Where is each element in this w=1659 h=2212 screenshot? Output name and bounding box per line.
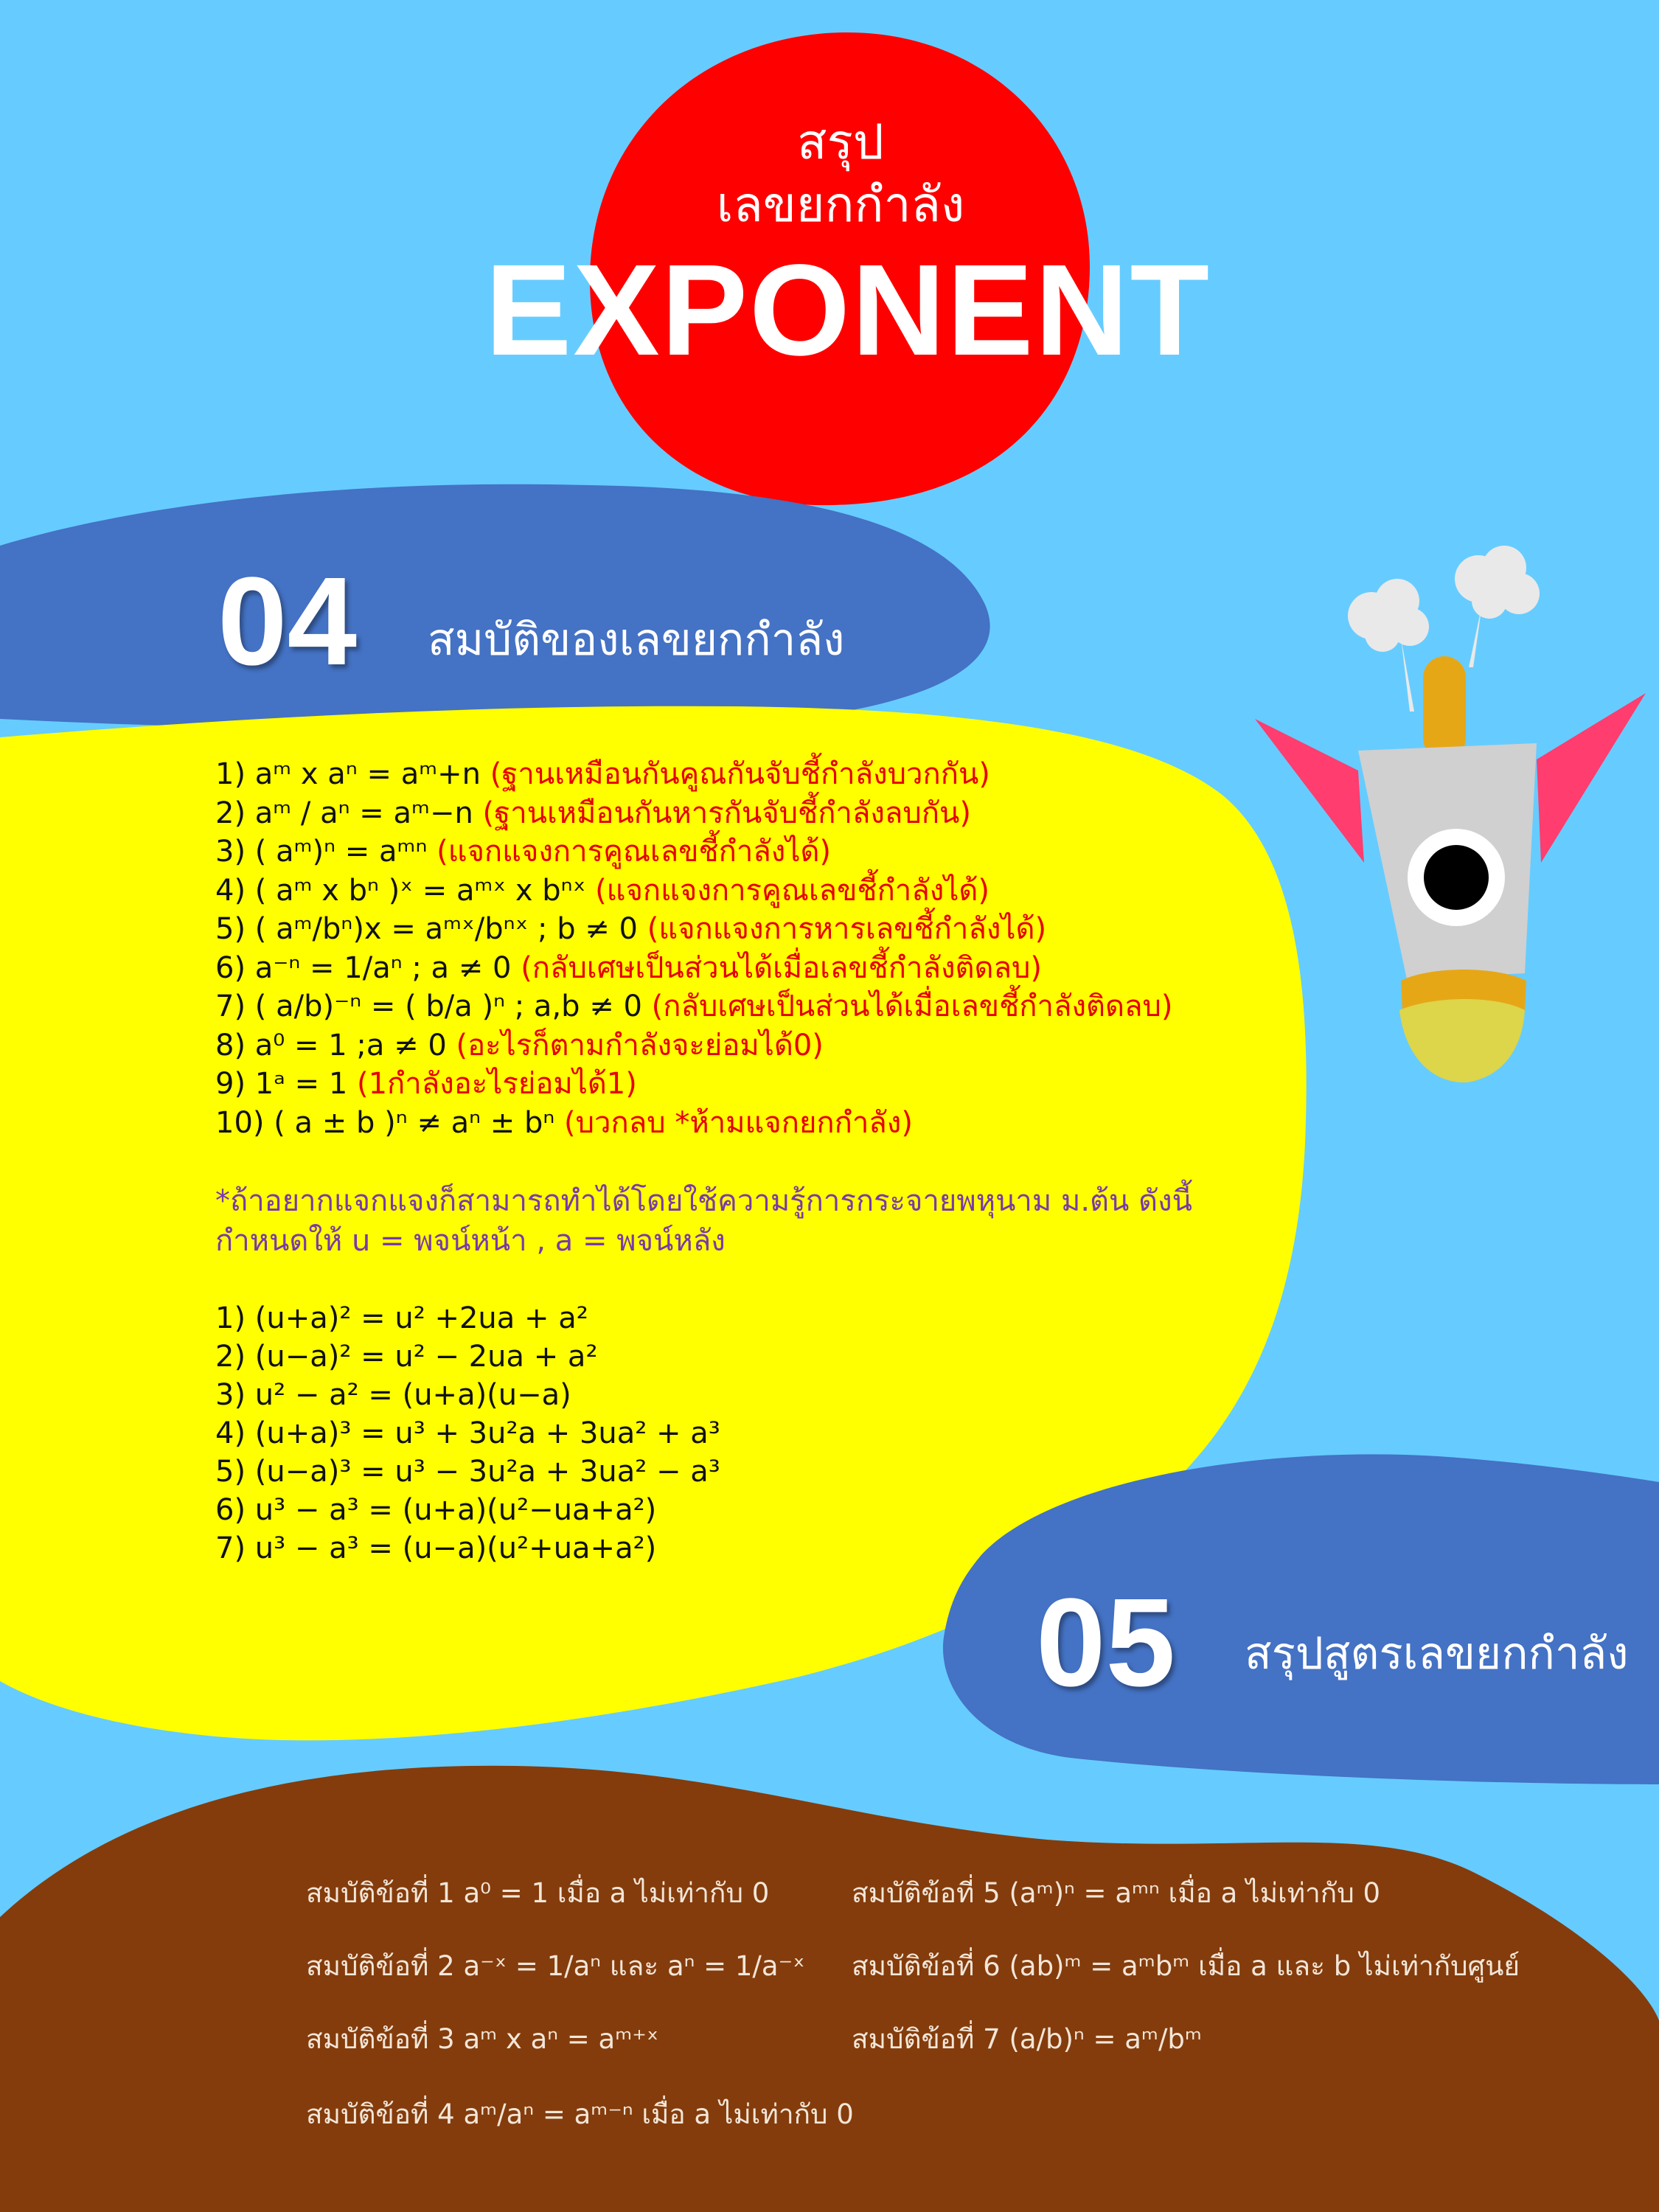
rule-item: 5) ( aᵐ/bⁿ)x = aᵐˣ/bⁿˣ ; b ≠ 0 (แจกแจงกา… [215,910,1172,949]
rule-note: (บวกลบ *ห้ามแจกยกกำลัง) [564,1105,913,1140]
rule-item: 2) aᵐ / aⁿ = aᵐ−n (ฐานเหมือนกันหารกันจับ… [215,794,1172,833]
rule-note: (อะไรก็ตามกำลังจะย่อมได้0) [456,1028,824,1062]
brown-hill [0,1765,1659,2212]
rule-formula: 6) a⁻ⁿ = 1/aⁿ ; a ≠ 0 [215,950,512,985]
rule-formula: 3) ( aᵐ)ⁿ = aᵐⁿ [215,835,428,869]
rule-formula: 9) 1ᵃ = 1 [215,1067,348,1101]
red-circle [590,32,1091,506]
yellow-blob [0,706,1307,1741]
rule-formula: 2) aᵐ / aⁿ = aᵐ−n [215,796,473,830]
note-line-2: กำหนดให้ u = พจน์หน้า , a = พจน์หลัง [215,1224,726,1258]
polynomial-identities-list: 1) (u+a)² = u² +2ua + a² 2) (u−a)² = u² … [215,1299,720,1568]
expansion-note: *ถ้าอยากแจกแจงก็สามารถทำได้โดยใช้ความรู้… [215,1181,1192,1261]
rule-formula: 5) ( aᵐ/bⁿ)x = aᵐˣ/bⁿˣ ; b ≠ 0 [215,912,638,946]
rule-item: 3) ( aᵐ)ⁿ = aᵐⁿ (แจกแจงการคูณเลขชี้กำลัง… [215,832,1172,872]
summary-item: สมบัติข้อที่ 7 (a/b)ⁿ = aᵐ/bᵐ [852,2023,1202,2055]
rule-formula: 1) aᵐ x aⁿ = aᵐ+n [215,757,481,791]
identity-item: 6) u³ − a³ = (u+a)(u²−ua+a²) [215,1493,657,1527]
rule-note: (ฐานเหมือนกันหารกันจับชี้กำลังลบกัน) [482,796,971,830]
rule-formula: 4) ( aᵐ x bⁿ )ˣ = aᵐˣ x bⁿˣ [215,873,586,908]
rule-item: 8) a⁰ = 1 ;a ≠ 0 (อะไรก็ตามกำลังจะย่อมได… [215,1026,1172,1065]
note-line-1: *ถ้าอยากแจกแจงก็สามารถทำได้โดยใช้ความรู้… [215,1184,1192,1218]
section-05-title: สรุปสูตรเลขยกกำลัง [1245,1628,1629,1680]
page-title: EXPONENT [484,238,1211,383]
rule-note: (ฐานเหมือนกันคูณกันจับชี้กำลังบวกกัน) [490,757,990,791]
rule-note: (กลับเศษเป็นส่วนได้เมื่อเลขชี้กำลังติดลบ… [521,950,1042,985]
summary-item: สมบัติข้อที่ 3 aᵐ x aⁿ = aᵐ⁺ˣ [306,2023,659,2055]
identity-item: 1) (u+a)² = u² +2ua + a² [215,1301,588,1335]
rocket-icon [1255,546,1646,1083]
identity-item: 2) (u−a)² = u² − 2ua + a² [215,1340,598,1374]
identity-item: 5) (u−a)³ = u³ − 3u²a + 3ua² − a³ [215,1455,720,1489]
rule-note: (กลับเศษเป็นส่วนได้เมื่อเลขชี้กำลังติดลบ… [651,990,1173,1023]
rule-note: (แจกแจงการคูณเลขชี้กำลังได้) [595,873,990,908]
identity-item: 3) u² − a² = (u+a)(u−a) [215,1378,571,1412]
rule-formula: 10) ( a ± b )ⁿ ≠ aⁿ ± bⁿ [215,1105,555,1140]
summary-item: สมบัติข้อที่ 2 a⁻ˣ = 1/aⁿ และ aⁿ = 1/a⁻ˣ [306,1950,805,1982]
identity-item: 4) (u+a)³ = u³ + 3u²a + 3ua² + a³ [215,1416,720,1450]
blue-blob-05 [942,1454,1659,1784]
summary-item: สมบัติข้อที่ 6 (ab)ᵐ = aᵐbᵐ เมื่อ a และ … [852,1950,1520,1982]
header-line-2: เลขยกกำลัง [716,176,965,233]
rule-item: 4) ( aᵐ x bⁿ )ˣ = aᵐˣ x bⁿˣ (แจกแจงการคู… [215,872,1172,911]
section-04-title: สมบัติของเลขยกกำลัง [428,614,845,666]
blue-blob-04 [0,484,990,731]
rule-formula: 8) a⁰ = 1 ;a ≠ 0 [215,1028,447,1062]
summary-item: สมบัติข้อที่ 5 (aᵐ)ⁿ = aᵐⁿ เมื่อ a ไม่เท… [852,1877,1381,1909]
summary-item: สมบัติข้อที่ 4 aᵐ/aⁿ = aᵐ⁻ⁿ เมื่อ a ไม่เ… [306,2098,854,2130]
rule-item: 1) aᵐ x aⁿ = aᵐ+n (ฐานเหมือนกันคูณกันจับ… [215,755,1172,794]
rule-note: (แจกแจงการคูณเลขชี้กำลังได้) [437,835,832,869]
exponent-rules-list: 1) aᵐ x aⁿ = aᵐ+n (ฐานเหมือนกันคูณกันจับ… [215,755,1172,1142]
identity-item: 7) u³ − a³ = (u−a)(u²+ua+a²) [215,1531,657,1565]
rule-note: (แจกแจงการหารเลขชี้กำลังได้) [647,912,1047,946]
section-05-number: 05 [1036,1573,1176,1713]
rule-item: 6) a⁻ⁿ = 1/aⁿ ; a ≠ 0 (กลับเศษเป็นส่วนได… [215,949,1172,988]
summary-item: สมบัติข้อที่ 1 a⁰ = 1 เมื่อ a ไม่เท่ากับ… [306,1877,770,1909]
smoke-cloud-icon [1348,546,1540,712]
rule-note: (1กำลังอะไรย่อมได้1) [357,1067,637,1101]
rule-item: 7) ( a/b)⁻ⁿ = ( b/a )ⁿ ; a,b ≠ 0 (กลับเศ… [215,987,1172,1026]
rule-item: 9) 1ᵃ = 1 (1กำลังอะไรย่อมได้1) [215,1065,1172,1104]
section-04-number: 04 [218,552,358,692]
rule-item: 10) ( a ± b )ⁿ ≠ aⁿ ± bⁿ (บวกลบ *ห้ามแจก… [215,1104,1172,1143]
rule-formula: 7) ( a/b)⁻ⁿ = ( b/a )ⁿ ; a,b ≠ 0 [215,990,642,1023]
header-line-1: สรุป [797,114,884,170]
